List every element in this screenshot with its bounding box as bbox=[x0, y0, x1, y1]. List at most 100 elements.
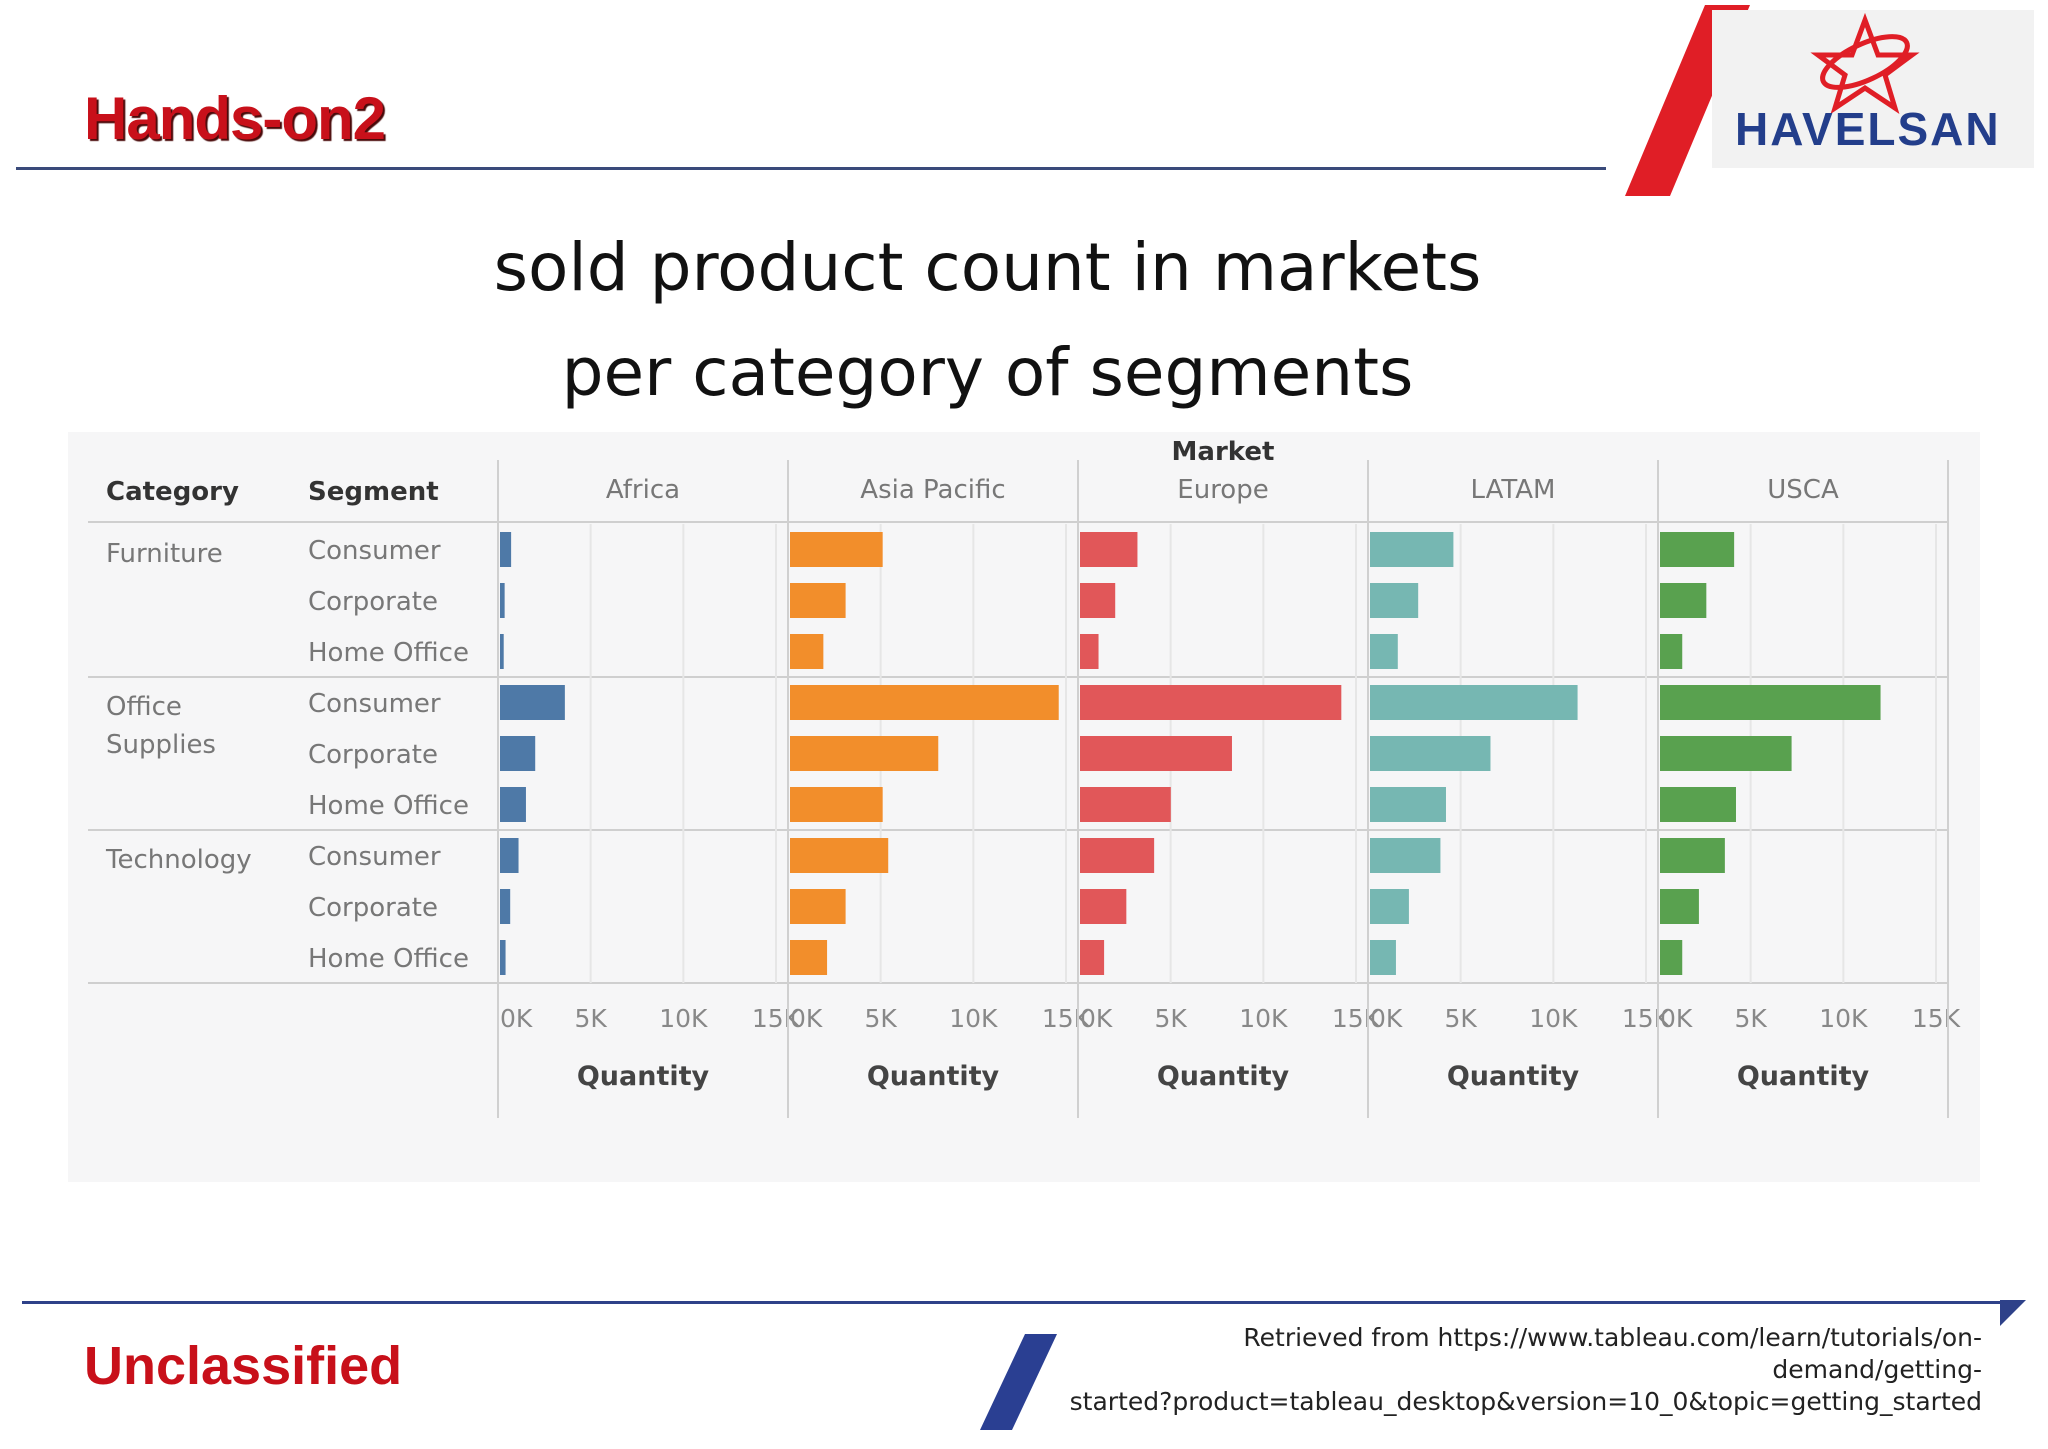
x-tick-label: 10K bbox=[1239, 1004, 1288, 1033]
market-header: Africa bbox=[606, 475, 680, 505]
bar bbox=[1660, 634, 1683, 669]
bar bbox=[500, 838, 519, 873]
bar bbox=[1660, 532, 1735, 567]
bar bbox=[1660, 889, 1699, 924]
bar bbox=[790, 634, 824, 669]
chart-heading: sold product count in markets per catego… bbox=[420, 215, 1555, 425]
bar bbox=[1080, 736, 1232, 771]
bar bbox=[790, 787, 883, 822]
bar bbox=[1370, 838, 1441, 873]
x-tick-label: 5K bbox=[575, 1004, 608, 1033]
x-tick-label: 0K bbox=[1660, 1004, 1693, 1033]
x-tick-label: 0K bbox=[1080, 1004, 1113, 1033]
bar bbox=[1370, 583, 1419, 618]
bar bbox=[1080, 685, 1342, 720]
source-citation: Retrieved from https://www.tableau.com/l… bbox=[982, 1322, 1982, 1418]
bar bbox=[500, 583, 505, 618]
bar bbox=[790, 685, 1059, 720]
bar bbox=[1080, 940, 1105, 975]
bar bbox=[500, 787, 526, 822]
x-tick-label: 15K bbox=[1622, 1004, 1671, 1033]
bar bbox=[1660, 787, 1736, 822]
market-header: USCA bbox=[1767, 475, 1839, 505]
x-axis-title: Quantity bbox=[1157, 1061, 1290, 1092]
corner-triangle bbox=[2000, 1300, 2026, 1326]
x-axis-title: Quantity bbox=[867, 1061, 1000, 1092]
row-header-category: Category bbox=[106, 477, 239, 507]
bar bbox=[1370, 634, 1398, 669]
bar bbox=[1370, 685, 1578, 720]
segment-label: Corporate bbox=[308, 740, 438, 770]
bar bbox=[1370, 532, 1454, 567]
x-tick-label: 10K bbox=[1819, 1004, 1868, 1033]
bar bbox=[1370, 736, 1491, 771]
row-header-segment: Segment bbox=[308, 477, 439, 507]
logo-wordmark: HAVELSAN bbox=[1735, 103, 2001, 155]
x-tick-label: 10K bbox=[949, 1004, 998, 1033]
category-label: Office bbox=[106, 692, 182, 722]
slide-title: Hands-on2 bbox=[84, 85, 386, 152]
x-tick-label: 5K bbox=[1155, 1004, 1188, 1033]
bar bbox=[500, 532, 512, 567]
source-line-2: demand/getting- bbox=[1772, 1355, 1982, 1384]
bar bbox=[1660, 583, 1707, 618]
bar bbox=[790, 532, 883, 567]
source-line-1: Retrieved from https://www.tableau.com/l… bbox=[1243, 1323, 1982, 1352]
bar bbox=[1080, 532, 1138, 567]
heading-line-1: sold product count in markets bbox=[493, 229, 1482, 306]
bar bbox=[1080, 787, 1171, 822]
footer-divider bbox=[22, 1301, 2012, 1304]
heading-line-2: per category of segments bbox=[561, 334, 1414, 411]
segment-label: Consumer bbox=[308, 842, 441, 872]
segment-label: Home Office bbox=[308, 944, 469, 974]
classification-label: Unclassified bbox=[84, 1336, 403, 1396]
x-tick-label: 15K bbox=[1042, 1004, 1091, 1033]
bar bbox=[790, 736, 939, 771]
column-header-market: Market bbox=[1172, 437, 1275, 467]
quantity-bar-chart: Market Category Segment Africa 0K 5K 10K 15K Qua… bbox=[88, 437, 1961, 1118]
x-tick-label: 0K bbox=[500, 1004, 533, 1033]
x-tick-label: 5K bbox=[865, 1004, 898, 1033]
x-tick-label: 15K bbox=[1912, 1004, 1961, 1033]
x-axis-title: Quantity bbox=[1737, 1061, 1870, 1092]
bar bbox=[1080, 583, 1116, 618]
x-axis-title: Quantity bbox=[577, 1061, 710, 1092]
bar bbox=[500, 889, 511, 924]
bar bbox=[790, 583, 846, 618]
bar bbox=[1080, 889, 1127, 924]
category-label: Furniture bbox=[106, 539, 223, 569]
source-line-3: started?product=tableau_desktop&version=… bbox=[1069, 1387, 1982, 1416]
bar bbox=[790, 940, 828, 975]
market-header: Asia Pacific bbox=[860, 475, 1005, 505]
bar bbox=[500, 940, 506, 975]
x-tick-label: 5K bbox=[1735, 1004, 1768, 1033]
category-label: Technology bbox=[105, 845, 252, 875]
category-label: Supplies bbox=[106, 730, 216, 760]
bar bbox=[1080, 634, 1099, 669]
x-tick-label: 10K bbox=[659, 1004, 708, 1033]
bar bbox=[1370, 889, 1409, 924]
bar bbox=[1370, 787, 1446, 822]
title-divider bbox=[16, 167, 1606, 170]
bar bbox=[500, 634, 504, 669]
company-logo: HAVELSAN bbox=[1590, 0, 2048, 196]
segment-label: Consumer bbox=[308, 689, 441, 719]
market-header: Europe bbox=[1177, 475, 1268, 505]
x-tick-label: 0K bbox=[1370, 1004, 1403, 1033]
bar bbox=[1660, 736, 1792, 771]
bar bbox=[500, 685, 565, 720]
x-tick-label: 5K bbox=[1445, 1004, 1478, 1033]
bar bbox=[500, 736, 536, 771]
segment-label: Consumer bbox=[308, 536, 441, 566]
segment-label: Corporate bbox=[308, 893, 438, 923]
x-tick-label: 10K bbox=[1529, 1004, 1578, 1033]
segment-label: Home Office bbox=[308, 791, 469, 821]
bar bbox=[1660, 838, 1725, 873]
segment-label: Corporate bbox=[308, 587, 438, 617]
x-axis-title: Quantity bbox=[1447, 1061, 1580, 1092]
bar bbox=[790, 889, 846, 924]
segment-label: Home Office bbox=[308, 638, 469, 668]
x-tick-label: 15K bbox=[1332, 1004, 1381, 1033]
chart-panel: Market Category Segment Africa 0K 5K 10K 15K Qua… bbox=[68, 432, 1980, 1182]
market-header: LATAM bbox=[1471, 475, 1556, 505]
